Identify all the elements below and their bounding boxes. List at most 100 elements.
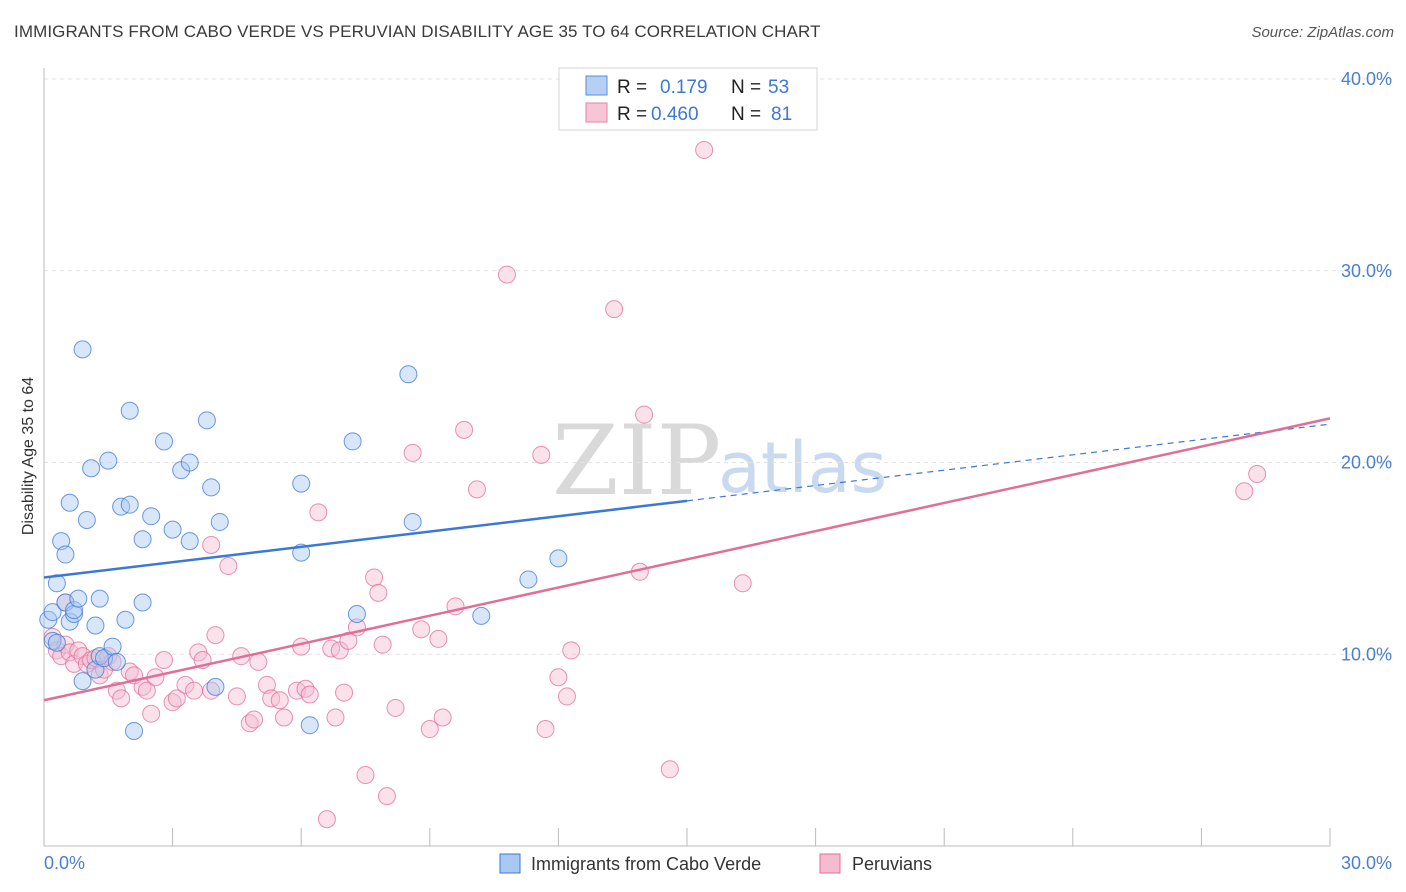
peruvian-point-62 <box>412 620 431 639</box>
cabo-verde-point-1 <box>43 603 62 622</box>
peruvian-point-63 <box>420 720 439 739</box>
peruvian-point-72 <box>549 668 568 687</box>
y-axis-label: Disability Age 35 to 64 <box>20 377 37 535</box>
peruvian-point-60 <box>386 698 405 717</box>
cabo-verde-point-41 <box>210 512 229 531</box>
legend-swatch-pink <box>585 102 608 123</box>
cabo-verde-point-46 <box>347 604 366 623</box>
cabo-verde-trend-line <box>43 499 688 579</box>
cabo-verde-point-38 <box>197 411 216 430</box>
series-legend-label-blue: Immigrants from Cabo Verde <box>531 854 761 874</box>
cabo-verde-point-39 <box>202 478 221 497</box>
cabo-verde-point-4 <box>47 633 66 652</box>
peruvian-point-69 <box>497 265 516 284</box>
peruvian-point-75 <box>605 300 624 319</box>
cabo-verde-point-22 <box>99 451 118 470</box>
peruvian-point-68 <box>467 480 486 499</box>
peruvian-point-22 <box>142 704 161 723</box>
peruvian-point-57 <box>369 583 388 602</box>
cabo-verde-point-42 <box>292 474 311 493</box>
peruvian-point-38 <box>245 710 264 729</box>
peruvian-point-48 <box>309 503 328 522</box>
series-legend-label-pink: Peruvians <box>852 854 932 874</box>
peruvian-point-83 <box>317 810 336 829</box>
cabo-verde-point-23 <box>103 637 122 656</box>
peruvian-point-32 <box>202 535 221 554</box>
cabo-verde-point-45 <box>343 432 362 451</box>
chart-title: IMMIGRANTS FROM CABO VERDE VS PERUVIAN D… <box>14 22 821 41</box>
peruvian-point-45 <box>292 637 311 656</box>
peruvian-point-35 <box>227 687 246 706</box>
peruvian-point-42 <box>270 691 289 710</box>
cabo-verde-trend-extension <box>686 423 1331 502</box>
cabo-verde-point-20 <box>90 589 109 608</box>
peruvian-point-81 <box>1235 482 1254 501</box>
cabo-verde-point-26 <box>116 610 135 629</box>
cabo-verde-point-28 <box>120 401 139 420</box>
peruvian-point-27 <box>176 675 195 694</box>
peruvian-point-64 <box>429 629 448 648</box>
peruvian-point-24 <box>155 651 174 670</box>
peruvian-point-43 <box>275 708 294 727</box>
peruvian-point-33 <box>206 626 225 645</box>
cabo-verde-point-5 <box>52 532 71 551</box>
cabo-verde-point-6 <box>56 545 75 564</box>
peruvian-point-40 <box>257 675 276 694</box>
legend-r-value-blue: 0.179 <box>660 77 708 98</box>
cabo-verde-point-30 <box>133 593 152 612</box>
y-tick-label-40: 40.0% <box>1341 69 1392 89</box>
peruvian-point-77 <box>635 405 654 424</box>
cabo-verde-point-44 <box>300 716 319 735</box>
cabo-verde-point-49 <box>472 606 491 625</box>
peruvians-points <box>43 140 1267 829</box>
cabo-verde-point-12 <box>69 589 88 608</box>
cabo-verde-point-36 <box>180 453 199 472</box>
legend-swatch-blue <box>585 75 608 96</box>
series-legend: Immigrants from Cabo Verde Peruvians <box>499 853 932 874</box>
source-credit: Source: ZipAtlas.com <box>1251 24 1394 41</box>
cabo-verde-point-15 <box>77 511 96 530</box>
series-legend-swatch-pink <box>819 853 841 874</box>
correlation-legend: R = 0.179 N = 53 R = 0.460 N = 81 <box>558 67 818 131</box>
peruvian-point-80 <box>733 574 752 593</box>
watermark-atlas: atlas <box>718 427 887 509</box>
cabo-verde-point-48 <box>403 512 422 531</box>
cabo-verde-point-14 <box>73 672 92 691</box>
peruvian-point-82 <box>1248 465 1267 484</box>
peruvian-point-21 <box>137 681 156 700</box>
cabo-verde-point-34 <box>163 520 182 539</box>
cabo-verde-point-24 <box>107 652 126 671</box>
peruvian-point-61 <box>403 443 422 462</box>
cabo-verde-point-16 <box>82 459 101 478</box>
peruvian-point-52 <box>335 683 354 702</box>
y-tick-label-20: 20.0% <box>1341 453 1392 473</box>
gridlines <box>44 78 1392 655</box>
peruvian-point-17 <box>112 689 131 708</box>
cabo-verde-point-50 <box>519 570 538 589</box>
x-tick-label-min: 0.0% <box>44 853 85 873</box>
x-tick-marks <box>172 828 1331 846</box>
peruvian-point-58 <box>373 635 392 654</box>
cabo-verde-point-11 <box>65 601 84 620</box>
series-legend-swatch-blue <box>499 853 521 874</box>
legend-n-label-pink: N = <box>731 104 761 125</box>
peruvian-point-56 <box>365 568 384 587</box>
cabo-verde-point-13 <box>73 340 92 359</box>
cabo-verde-points <box>39 340 568 740</box>
legend-r-label-pink: R = <box>617 104 647 125</box>
peruvian-point-65 <box>433 708 452 727</box>
peruvian-trend-line <box>43 417 1331 702</box>
y-tick-labels: 10.0% 20.0% 30.0% 40.0% <box>1341 69 1392 664</box>
peruvian-point-26 <box>167 689 186 708</box>
peruvian-point-34 <box>219 557 238 576</box>
cabo-verde-point-32 <box>142 507 161 526</box>
watermark-zip: ZIP <box>552 405 721 517</box>
cabo-verde-point-18 <box>86 616 105 635</box>
y-tick-label-30: 30.0% <box>1341 261 1392 281</box>
peruvian-point-67 <box>455 420 474 439</box>
cabo-verde-point-40 <box>206 677 225 696</box>
legend-n-label-blue: N = <box>731 77 761 98</box>
peruvian-point-79 <box>695 140 714 159</box>
peruvian-point-70 <box>532 445 551 464</box>
